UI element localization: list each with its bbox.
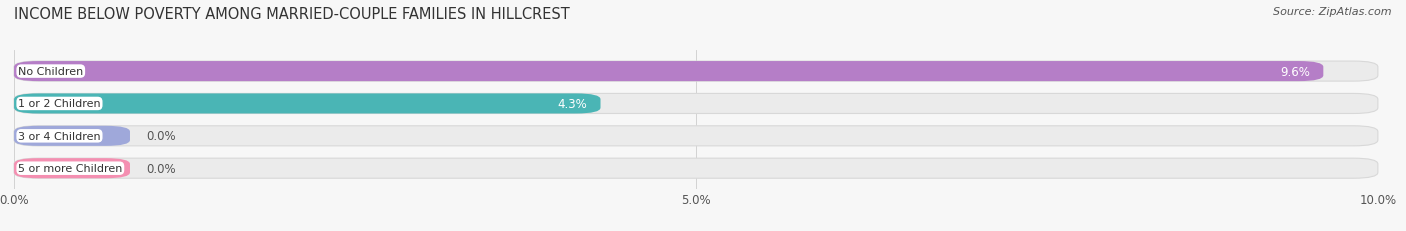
FancyBboxPatch shape [14,158,1378,179]
FancyBboxPatch shape [14,62,1323,82]
Text: INCOME BELOW POVERTY AMONG MARRIED-COUPLE FAMILIES IN HILLCREST: INCOME BELOW POVERTY AMONG MARRIED-COUPL… [14,7,569,22]
FancyBboxPatch shape [14,158,129,179]
FancyBboxPatch shape [14,94,1378,114]
Text: 0.0%: 0.0% [146,130,176,143]
FancyBboxPatch shape [14,94,600,114]
FancyBboxPatch shape [14,126,1378,146]
Text: 9.6%: 9.6% [1279,65,1310,78]
Text: 5 or more Children: 5 or more Children [18,164,122,173]
Text: 4.3%: 4.3% [557,97,586,110]
Text: No Children: No Children [18,67,83,77]
Text: 0.0%: 0.0% [146,162,176,175]
Text: 1 or 2 Children: 1 or 2 Children [18,99,101,109]
FancyBboxPatch shape [14,126,129,146]
FancyBboxPatch shape [14,62,1378,82]
Text: 3 or 4 Children: 3 or 4 Children [18,131,101,141]
Text: Source: ZipAtlas.com: Source: ZipAtlas.com [1274,7,1392,17]
